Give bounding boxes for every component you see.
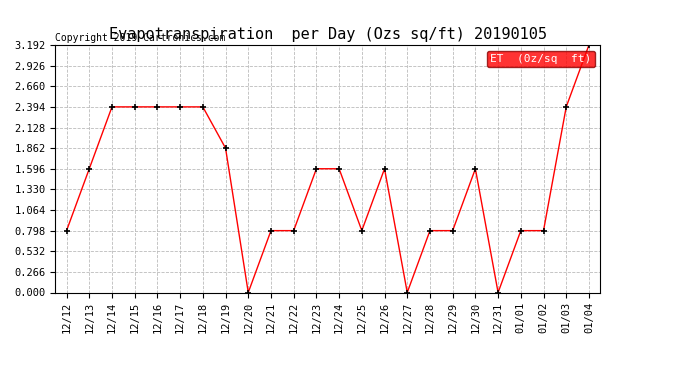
Title: Evapotranspiration  per Day (Ozs sq/ft) 20190105: Evapotranspiration per Day (Ozs sq/ft) 2…	[109, 27, 546, 42]
Text: Copyright 2019 Cartronics.com: Copyright 2019 Cartronics.com	[55, 33, 226, 42]
Legend: ET  (0z/sq  ft): ET (0z/sq ft)	[487, 51, 595, 67]
